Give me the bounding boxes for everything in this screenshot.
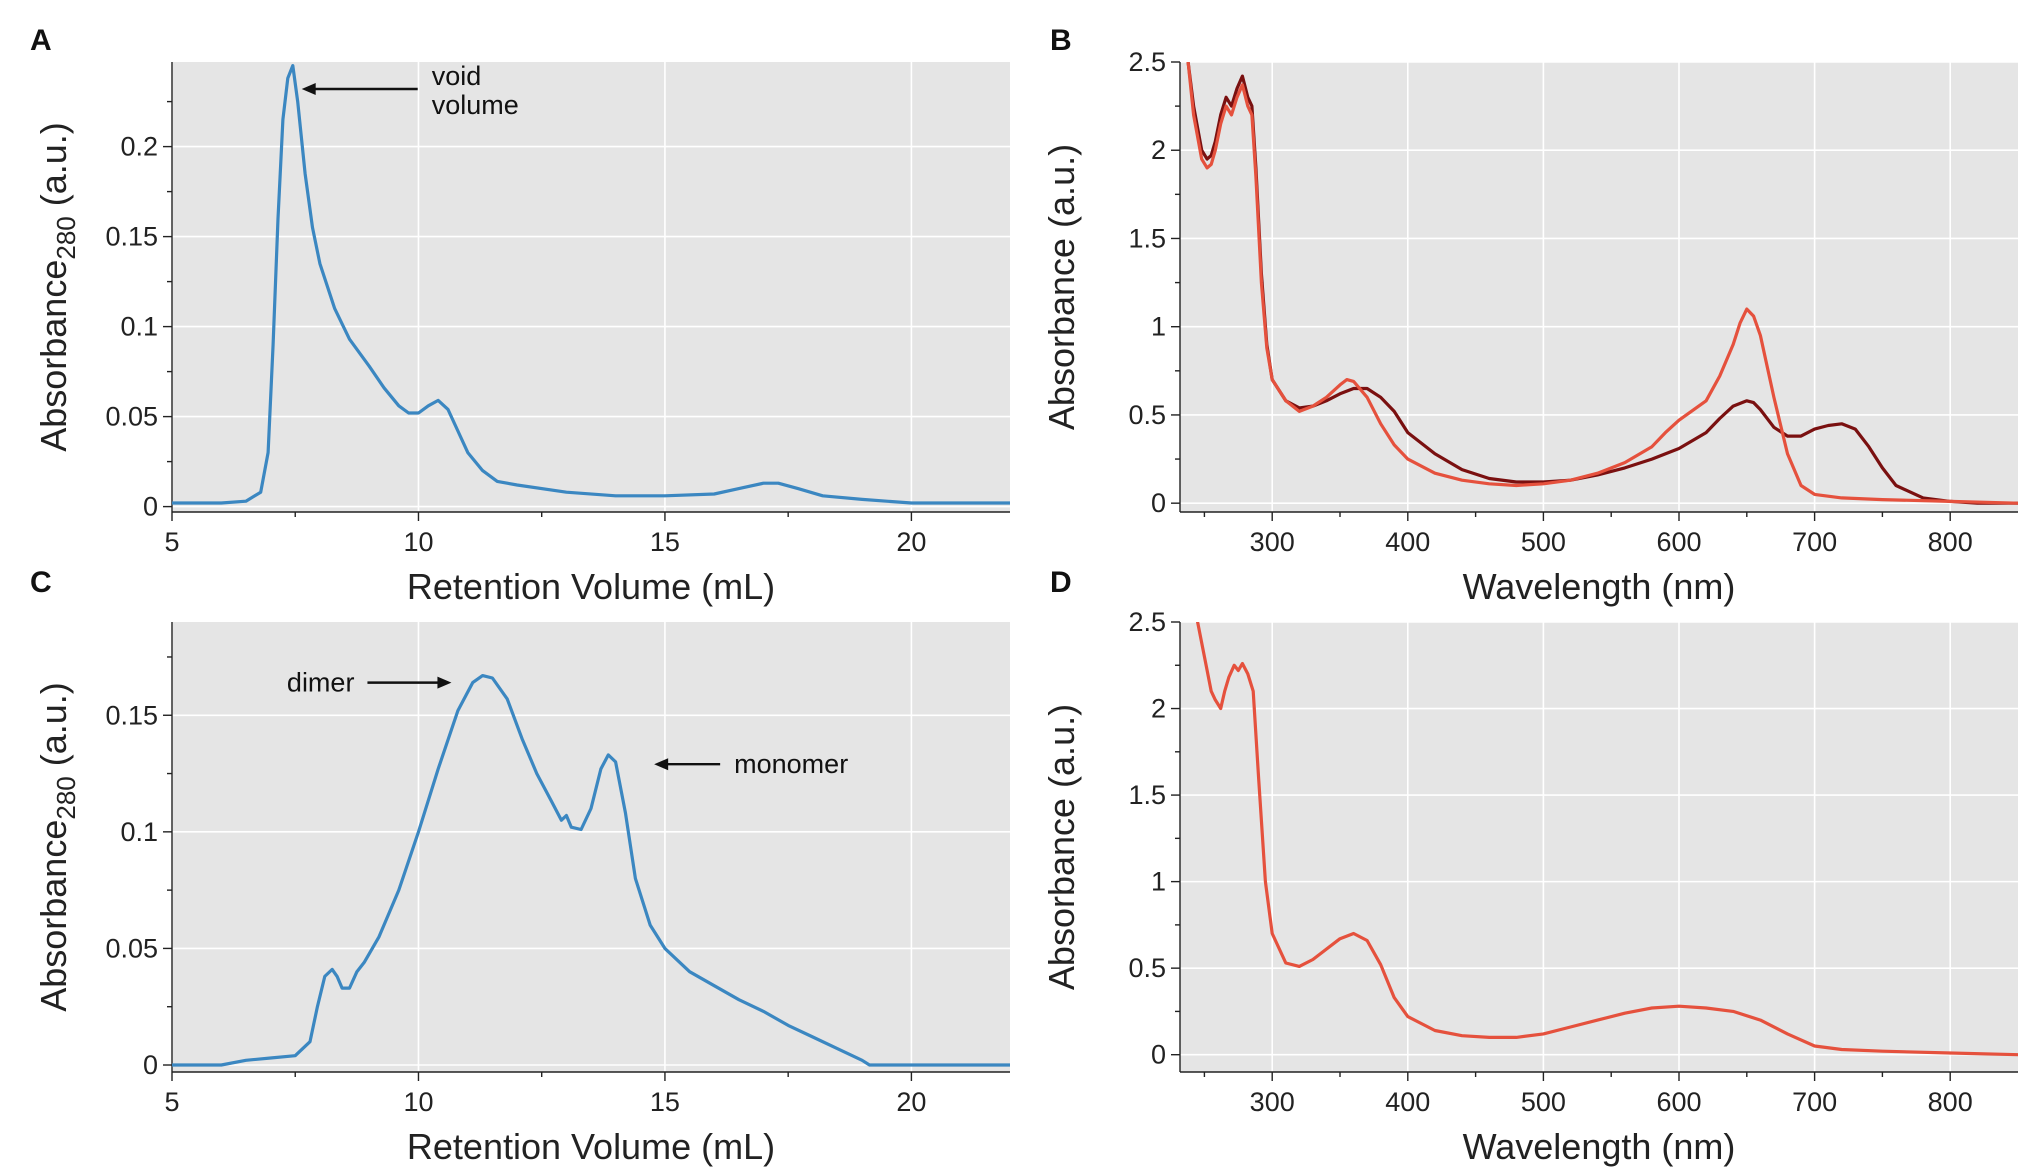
x-tick-label: 20	[896, 1087, 926, 1117]
annotation: dimer	[287, 668, 452, 698]
x-tick-label: 800	[1928, 527, 1973, 557]
arrow-head	[301, 83, 316, 95]
y-tick-label: 0.1	[120, 312, 158, 342]
x-tick-label: 400	[1385, 1087, 1430, 1117]
y-axis-label: Absorbance280 (a.u.)	[33, 682, 81, 1012]
annotation-label: void	[432, 61, 482, 91]
y-tick-label: 1.5	[1128, 223, 1166, 253]
series-line-1	[1196, 622, 2018, 1057]
series-group	[172, 674, 1010, 1067]
x-tick-label: 500	[1521, 527, 1566, 557]
panel-a-chart: A 5 10 15 20 0 0.05 0.1 0.15 0.2 Retention Volume …	[30, 24, 1010, 607]
series-line-1	[1186, 62, 2018, 505]
series-line-1	[172, 674, 1010, 1067]
y-axis-label: Absorbance (a.u.)	[1041, 704, 1082, 990]
y-tick-label: 0.5	[1128, 400, 1166, 430]
plot-area	[1180, 622, 2018, 1072]
y-tick-label: 0.1	[120, 817, 158, 847]
arrow-head	[437, 676, 452, 689]
plot-area	[1180, 62, 2018, 512]
annotation-label: dimer	[287, 668, 355, 698]
y-axis-label-units: (a.u.)	[33, 682, 74, 776]
x-axis-label: Retention Volume (mL)	[407, 1126, 775, 1167]
annotation-label: volume	[432, 90, 519, 120]
y-tick-label: 0.05	[105, 402, 158, 432]
series-line-1	[172, 63, 1010, 505]
y-tick-label: 0.15	[105, 222, 158, 252]
panel-letter: D	[1050, 566, 1072, 599]
x-tick-label: 800	[1928, 1087, 1973, 1117]
x-tick-label: 600	[1656, 527, 1701, 557]
annotation-label: monomer	[734, 749, 848, 779]
y-tick-label: 0	[1151, 488, 1166, 518]
series-group	[172, 63, 1010, 505]
y-tick-label: 0	[1151, 1040, 1166, 1070]
y-tick-label: 0.05	[105, 933, 158, 963]
panel-c-chart: C 5 10 15 20 0 0.05 0.1 0.15 Retention Volume (mL…	[30, 566, 1010, 1167]
plot-area	[172, 622, 1010, 1072]
x-tick-label: 300	[1250, 1087, 1295, 1117]
y-axis-label-main: Absorbance	[33, 820, 74, 1012]
x-tick-label: 700	[1792, 527, 1837, 557]
y-tick-label: 0	[143, 492, 158, 522]
y-tick-label: 0.15	[105, 700, 158, 730]
y-axis-label-units: (a.u.)	[33, 122, 74, 216]
x-tick-label: 300	[1250, 527, 1295, 557]
panel-letter: C	[30, 566, 52, 599]
x-axis-label: Wavelength (nm)	[1463, 566, 1736, 607]
x-tick-label: 15	[650, 527, 680, 557]
y-tick-label: 0	[143, 1050, 158, 1080]
x-tick-label: 700	[1792, 1087, 1837, 1117]
y-axis-label-subscript: 280	[51, 216, 81, 259]
x-axis-label: Wavelength (nm)	[1463, 1126, 1736, 1167]
y-tick-label: 2	[1151, 694, 1166, 724]
y-tick-label: 1	[1151, 312, 1166, 342]
x-tick-label: 20	[896, 527, 926, 557]
y-axis-label: Absorbance280 (a.u.)	[33, 122, 81, 452]
annotation: monomer	[654, 749, 848, 779]
y-axis-label: Absorbance (a.u.)	[1041, 144, 1082, 430]
panel-letter: A	[30, 24, 52, 57]
x-tick-label: 600	[1656, 1087, 1701, 1117]
y-tick-label: 2.5	[1128, 607, 1166, 637]
panel-letter: B	[1050, 24, 1072, 57]
series-group	[1196, 622, 2018, 1057]
x-tick-label: 10	[403, 527, 433, 557]
y-axis-label-subscript: 280	[51, 776, 81, 819]
x-tick-label: 5	[164, 527, 179, 557]
y-tick-label: 1	[1151, 867, 1166, 897]
series-group	[1186, 62, 2018, 505]
y-tick-label: 2.5	[1128, 47, 1166, 77]
arrow-head	[654, 758, 669, 771]
y-tick-label: 0.5	[1128, 953, 1166, 983]
series-line-2	[1186, 62, 2018, 505]
y-tick-label: 1.5	[1128, 780, 1166, 810]
x-tick-label: 15	[650, 1087, 680, 1117]
x-tick-label: 400	[1385, 527, 1430, 557]
x-tick-label: 500	[1521, 1087, 1566, 1117]
plot-area	[172, 62, 1010, 512]
x-axis-label: Retention Volume (mL)	[407, 566, 775, 607]
y-axis-label-main: Absorbance	[33, 260, 74, 452]
panel-d-chart: D 300 400 500 600 700 800 0 0.5 1 1.5 2 2.5 Wavelengt…	[1041, 566, 2018, 1167]
x-tick-label: 10	[403, 1087, 433, 1117]
panel-b-chart: B 300 400 500 600 700 800 0 0.5 1 1.5 2 2.5 Wavelengt…	[1041, 24, 2018, 607]
y-tick-label: 2	[1151, 135, 1166, 165]
y-tick-label: 0.2	[120, 132, 158, 162]
x-tick-label: 5	[164, 1087, 179, 1117]
